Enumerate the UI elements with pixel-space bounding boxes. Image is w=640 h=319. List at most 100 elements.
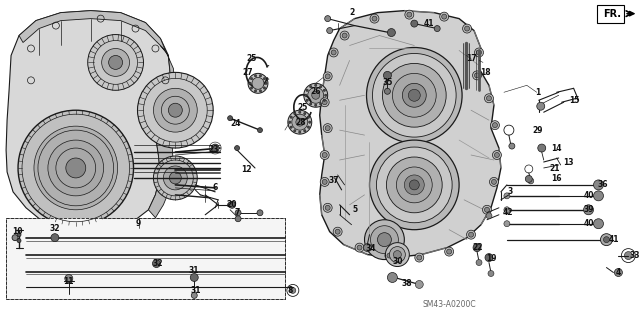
Circle shape xyxy=(235,216,241,222)
Circle shape xyxy=(323,203,332,212)
Circle shape xyxy=(299,131,301,133)
Circle shape xyxy=(333,227,342,236)
Circle shape xyxy=(323,89,326,92)
Circle shape xyxy=(486,96,492,101)
Circle shape xyxy=(463,24,472,33)
Circle shape xyxy=(290,126,292,128)
Text: 41: 41 xyxy=(609,235,620,244)
Circle shape xyxy=(442,14,447,19)
Circle shape xyxy=(306,99,308,101)
Circle shape xyxy=(467,230,476,239)
Circle shape xyxy=(335,229,340,234)
Circle shape xyxy=(365,220,404,260)
Text: 2: 2 xyxy=(349,8,354,17)
Circle shape xyxy=(320,98,329,107)
Circle shape xyxy=(492,179,497,184)
Circle shape xyxy=(584,205,593,215)
Circle shape xyxy=(323,72,332,81)
Circle shape xyxy=(396,167,432,203)
Text: 20: 20 xyxy=(227,200,237,209)
Circle shape xyxy=(34,126,118,210)
Circle shape xyxy=(490,177,499,186)
Circle shape xyxy=(411,20,418,27)
Circle shape xyxy=(254,75,257,77)
Circle shape xyxy=(604,237,609,243)
Circle shape xyxy=(299,111,301,113)
Text: 41: 41 xyxy=(424,19,435,28)
Circle shape xyxy=(417,255,422,260)
Circle shape xyxy=(314,84,317,86)
Circle shape xyxy=(329,48,338,57)
Circle shape xyxy=(488,271,494,277)
Circle shape xyxy=(593,219,604,229)
Circle shape xyxy=(342,33,347,38)
Text: 32: 32 xyxy=(152,259,163,268)
Text: FR.: FR. xyxy=(604,9,621,19)
Text: 6: 6 xyxy=(212,183,218,192)
Circle shape xyxy=(306,89,308,92)
Text: 40: 40 xyxy=(583,219,594,228)
Text: 16: 16 xyxy=(552,174,562,183)
Text: 23: 23 xyxy=(208,145,218,153)
Circle shape xyxy=(310,103,312,105)
Circle shape xyxy=(492,123,497,128)
Text: 31: 31 xyxy=(189,266,200,275)
Circle shape xyxy=(154,156,197,200)
Text: 13: 13 xyxy=(563,159,574,167)
Circle shape xyxy=(249,82,252,85)
Bar xyxy=(6,218,285,300)
Circle shape xyxy=(259,75,262,77)
Circle shape xyxy=(170,172,181,184)
Circle shape xyxy=(168,103,182,117)
Text: 35: 35 xyxy=(382,78,392,87)
Text: 25: 25 xyxy=(298,103,308,112)
Polygon shape xyxy=(320,11,501,257)
Circle shape xyxy=(263,87,266,89)
Text: 15: 15 xyxy=(570,96,580,105)
Circle shape xyxy=(228,202,232,207)
Circle shape xyxy=(314,104,317,107)
Circle shape xyxy=(322,152,327,158)
Circle shape xyxy=(51,234,59,241)
Circle shape xyxy=(265,82,267,85)
Text: 4: 4 xyxy=(616,268,621,277)
Circle shape xyxy=(152,260,161,268)
Circle shape xyxy=(385,251,394,260)
Circle shape xyxy=(371,226,398,254)
Circle shape xyxy=(304,83,328,107)
Circle shape xyxy=(322,100,327,105)
Circle shape xyxy=(340,31,349,40)
Circle shape xyxy=(483,205,492,214)
Circle shape xyxy=(66,158,86,178)
Circle shape xyxy=(415,253,424,262)
Circle shape xyxy=(415,280,423,288)
Circle shape xyxy=(163,166,188,190)
Circle shape xyxy=(319,85,322,88)
Circle shape xyxy=(490,121,499,130)
Circle shape xyxy=(320,151,329,160)
Text: 7: 7 xyxy=(234,208,240,217)
Circle shape xyxy=(228,201,236,208)
Text: 5: 5 xyxy=(352,205,357,214)
Circle shape xyxy=(509,143,515,149)
Circle shape xyxy=(325,126,330,130)
Circle shape xyxy=(474,73,479,78)
Circle shape xyxy=(48,140,104,196)
Circle shape xyxy=(367,48,462,143)
Text: 1: 1 xyxy=(535,88,540,97)
Circle shape xyxy=(319,103,322,105)
Text: 11: 11 xyxy=(63,277,74,286)
Circle shape xyxy=(528,178,534,184)
Circle shape xyxy=(614,269,622,277)
Text: SM43-A0200C: SM43-A0200C xyxy=(422,300,476,309)
Circle shape xyxy=(292,114,308,130)
Circle shape xyxy=(403,83,426,107)
Circle shape xyxy=(383,63,446,127)
Circle shape xyxy=(407,12,412,17)
Circle shape xyxy=(310,85,312,88)
Circle shape xyxy=(211,144,219,152)
Circle shape xyxy=(307,126,310,128)
Text: 14: 14 xyxy=(552,144,562,152)
Circle shape xyxy=(308,87,324,103)
Circle shape xyxy=(324,16,331,22)
